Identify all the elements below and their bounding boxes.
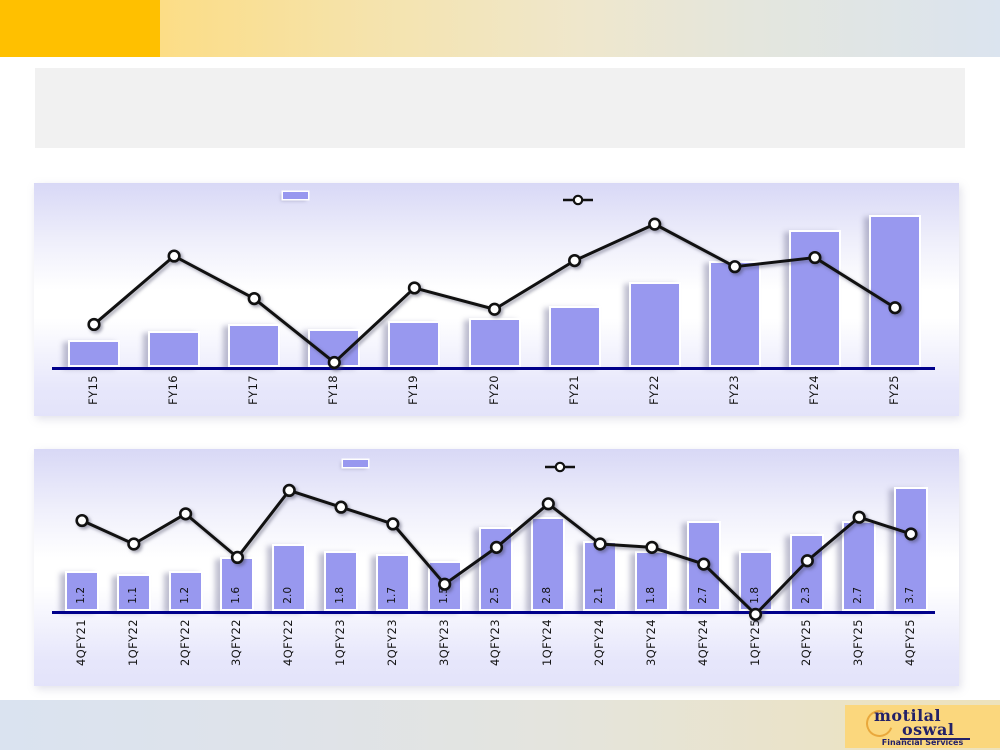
x-axis-label: 3QFY22 [229,619,244,667]
x-axis-label: FY24 [806,375,821,405]
x-axis-label: 4QFY22 [281,619,296,667]
x-axis-label: 1QFY24 [540,619,555,667]
bar [869,215,921,367]
logo-text-motilal: motilal [874,706,942,725]
x-axis-label: 3QFY23 [436,619,451,667]
bar-value-label: 2.5 [489,587,502,604]
line-marker [386,517,400,531]
bar-value-label: 1.1 [126,587,139,604]
x-axis-label: FY20 [486,375,501,405]
bar-value-label: 2.1 [593,587,606,604]
line-marker [282,483,296,498]
logo-subtitle: Financial Services [881,738,964,747]
x-axis-label: 2QFY23 [384,619,399,667]
header-band [0,0,1000,57]
bar-value-label: 1.7 [385,587,398,604]
x-axis-label: 4QFY21 [74,619,88,667]
x-axis-label: FY21 [566,375,581,405]
line-marker [648,217,662,231]
bar-value-label: 1.2 [75,587,87,604]
bar-value-label: 2.7 [852,587,865,604]
x-axis-label: FY23 [726,375,741,405]
bar-value-label: 1.2 [178,587,191,604]
bar [708,260,761,367]
bar-value-label: 2.8 [541,587,554,604]
legend-line-swatch [544,458,576,473]
bar [468,318,521,367]
x-axis-line [52,611,935,614]
bar [788,230,841,367]
line-marker [179,507,193,521]
bar [68,339,120,367]
legend-bar-swatch [283,192,308,199]
bar [388,321,441,367]
x-axis-label: FY18 [326,375,341,405]
line-marker [167,249,181,263]
bar-value-label: 2.7 [696,587,709,604]
motilal-oswal-logo: motilal oswal Financial Services [845,705,1000,748]
line-marker [87,317,101,332]
x-axis-label: FY25 [887,375,901,405]
bar-value-label: 1.6 [230,587,243,604]
legend-line-marker-icon [545,461,575,473]
x-axis-label: 2QFY24 [592,619,607,667]
legend-bar-swatch [343,460,368,467]
bar-value-label: 1.5 [437,587,450,604]
bar-value-label: 1.8 [748,587,761,604]
annual-chart-panel: FY15 FY16 FY17 FY18 FY19 FY20 FY21 FY22 FY23 FY24… [34,183,959,416]
x-axis-label: 3QFY25 [851,619,866,667]
x-axis-label: FY22 [646,375,661,405]
logo-text-oswal: oswal [902,720,955,739]
line-marker [487,302,502,316]
header-gradient [160,0,1000,57]
bar-value-label: 2.3 [800,587,813,604]
x-axis-label: 1QFY22 [125,619,140,667]
bar [628,281,681,367]
bar-value-label: 1.8 [644,587,657,604]
bar [548,306,601,367]
x-axis-label: 4QFY24 [695,619,710,667]
x-axis-label: FY15 [86,375,100,405]
logo-underline [900,738,970,740]
x-axis-label: FY19 [406,375,421,405]
legend-line-marker-icon [563,194,593,206]
header-accent-block [0,0,160,57]
x-axis-line [52,367,935,370]
line-marker [541,497,555,511]
quarterly-chart-panel: 1.2 4QFY21 1.1 1QFY22 1.2 2QFY22 1.6 3QFY22 2.0 4… [34,449,959,686]
line-marker [75,513,89,528]
x-axis-label: 4QFY23 [488,619,503,667]
x-axis-label: 1QFY23 [333,619,348,667]
x-axis-label: 4QFY25 [902,619,917,667]
legend-line-swatch [562,191,594,206]
x-axis-label: 2QFY22 [177,619,192,667]
line-marker [407,281,422,295]
bar-value-label: 2.0 [282,587,295,604]
bar-value-label: 1.8 [334,587,347,604]
title-placeholder [35,68,965,148]
x-axis-label: 1QFY25 [747,619,762,667]
footer-band: motilal oswal Financial Services [0,700,1000,750]
bar [148,330,201,367]
x-axis-label: FY17 [246,375,261,405]
line-marker [247,291,261,306]
x-axis-label: FY16 [166,375,181,405]
x-axis-label: 3QFY24 [643,619,658,667]
x-axis-label: 2QFY25 [799,619,814,667]
line-marker [334,500,348,514]
line-marker [127,537,141,551]
bar [308,329,361,367]
bar-value-label: 3.7 [903,587,916,604]
line-marker [567,253,582,268]
bar [228,324,281,367]
